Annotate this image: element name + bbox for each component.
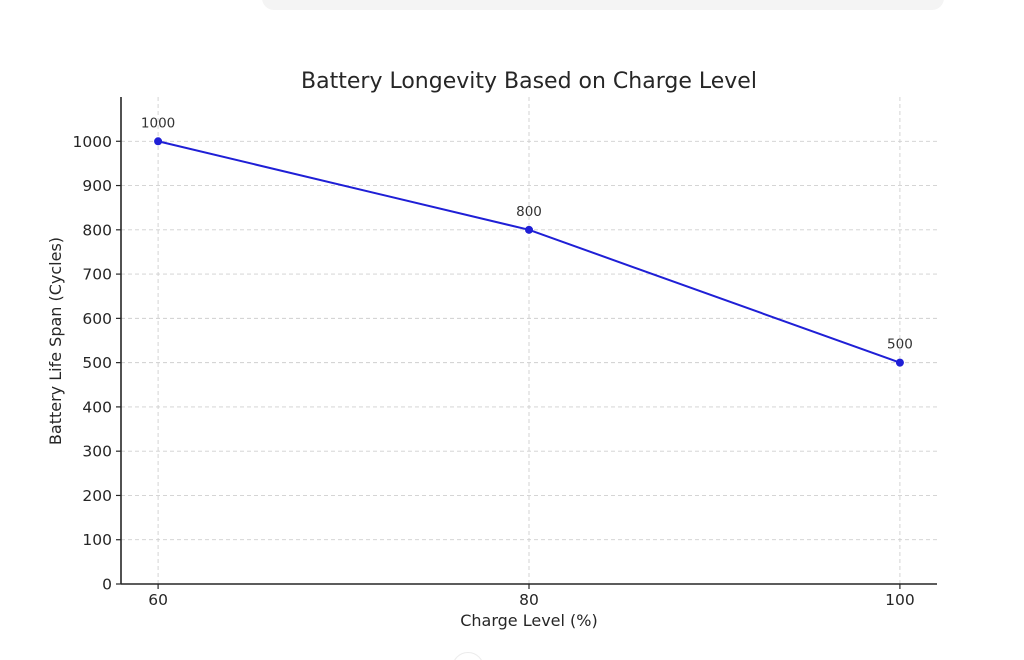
chart-title: Battery Longevity Based on Charge Level — [301, 69, 757, 94]
y-tick-label: 600 — [82, 310, 112, 328]
y-axis-ticks: 0 100 200 300 400 500 600 700 800 900 1000 — [73, 133, 121, 594]
y-tick-label: 800 — [82, 221, 112, 239]
data-point — [895, 358, 904, 367]
y-tick-label: 100 — [82, 531, 112, 549]
y-tick-label: 0 — [102, 576, 112, 594]
data-label: 1000 — [141, 115, 175, 131]
data-labels: 1000 800 500 — [141, 115, 913, 352]
y-tick-label: 1000 — [73, 133, 112, 151]
data-label: 500 — [887, 337, 913, 353]
y-tick-label: 700 — [82, 266, 112, 284]
data-label: 800 — [516, 204, 542, 220]
data-point — [154, 137, 163, 146]
x-tick-label: 80 — [519, 591, 539, 609]
series-group — [154, 137, 904, 367]
data-point — [525, 225, 533, 234]
y-tick-label: 900 — [82, 177, 112, 195]
top-input-bar — [262, 0, 944, 10]
y-tick-label: 400 — [82, 398, 112, 416]
y-tick-label: 300 — [82, 443, 112, 461]
x-axis-ticks: 60 80 100 — [148, 584, 915, 609]
x-axis-label: Charge Level (%) — [460, 611, 598, 630]
x-tick-label: 60 — [148, 591, 168, 609]
y-tick-label: 200 — [82, 487, 112, 505]
x-tick-label: 100 — [885, 591, 915, 609]
y-axis-label: Battery Life Span (Cycles) — [46, 237, 65, 445]
y-tick-label: 500 — [82, 354, 112, 372]
grid-lines — [121, 97, 937, 585]
